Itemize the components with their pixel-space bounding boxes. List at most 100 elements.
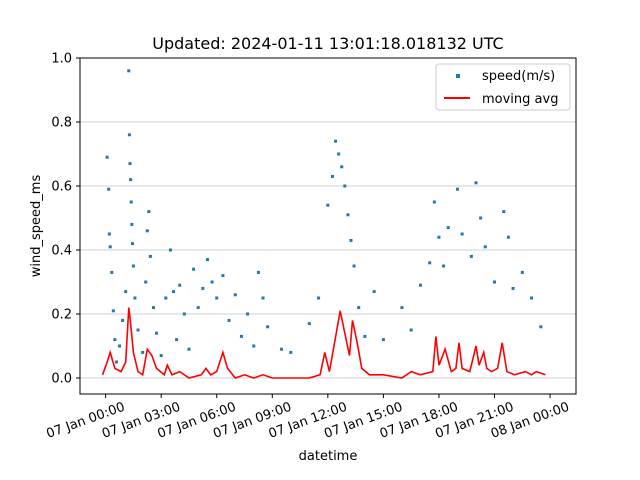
scatter-point: [175, 338, 179, 342]
scatter-point: [205, 258, 209, 262]
scatter-point: [118, 344, 122, 348]
scatter-point: [215, 296, 219, 300]
scatter-series: [105, 69, 543, 364]
scatter-point: [418, 283, 422, 287]
scatter-point: [239, 334, 243, 338]
y-axis-label: wind_speed_ms: [29, 175, 44, 278]
scatter-point: [280, 347, 284, 351]
scatter-point: [256, 270, 260, 274]
scatter-point: [349, 238, 353, 242]
scatter-point: [437, 235, 441, 239]
scatter-point: [506, 235, 510, 239]
scatter-point: [128, 162, 132, 166]
scatter-point: [307, 322, 311, 326]
scatter-point: [136, 328, 140, 332]
scatter-point: [168, 248, 172, 252]
scatter-point: [446, 226, 450, 230]
scatter-point: [334, 139, 338, 143]
legend: speed(m/s) moving avg: [435, 63, 571, 111]
scatter-point: [121, 318, 125, 322]
scatter-point: [151, 306, 155, 310]
scatter-point: [474, 181, 478, 185]
legend-scatter-marker: [456, 74, 460, 78]
scatter-point: [187, 347, 191, 351]
scatter-point: [363, 334, 367, 338]
scatter-point: [330, 174, 334, 178]
moving-avg-line: [101, 307, 546, 379]
y-tick-label: 0.6: [51, 180, 72, 195]
scatter-point: [357, 306, 361, 310]
legend-line-label: moving avg: [482, 92, 558, 107]
scatter-point: [483, 245, 487, 249]
scatter-point: [343, 184, 347, 188]
scatter-point: [129, 200, 133, 204]
scatter-point: [261, 296, 265, 300]
scatter-point: [164, 296, 168, 300]
scatter-point: [337, 152, 341, 156]
y-tick-label: 1.0: [51, 52, 72, 67]
scatter-point: [105, 155, 109, 159]
scatter-point: [340, 165, 344, 169]
x-axis-label: datetime: [299, 449, 358, 464]
scatter-point: [124, 290, 128, 294]
scatter-point: [372, 290, 376, 294]
scatter-point: [107, 232, 111, 236]
scatter-point: [182, 312, 186, 316]
scatter-point: [233, 293, 237, 297]
scatter-point: [110, 270, 114, 274]
scatter-point: [147, 210, 151, 214]
scatter-point: [432, 200, 436, 204]
scatter-point: [227, 318, 231, 322]
scatter-point: [133, 296, 137, 300]
scatter-point: [460, 232, 464, 236]
scatter-point: [539, 325, 543, 329]
scatter-point: [172, 290, 176, 294]
scatter-point: [352, 264, 356, 268]
scatter-point: [428, 261, 432, 265]
scatter-point: [113, 338, 117, 342]
scatter-point: [289, 350, 293, 354]
scatter-point: [196, 306, 200, 310]
scatter-point: [400, 306, 404, 310]
scatter-point: [511, 286, 515, 290]
scatter-point: [252, 344, 256, 348]
scatter-point: [178, 283, 182, 287]
scatter-point: [108, 245, 112, 249]
scatter-point: [442, 264, 446, 268]
y-axis: 0.0 0.2 0.4 0.6 0.8 1.0: [51, 52, 80, 387]
scatter-point: [129, 178, 133, 182]
scatter-point: [111, 309, 115, 313]
scatter-point: [145, 229, 149, 233]
scatter-point: [141, 350, 145, 354]
scatter-point: [155, 331, 159, 335]
y-tick-label: 0.2: [51, 308, 72, 323]
legend-scatter-label: speed(m/s): [482, 69, 555, 84]
chart-title: Updated: 2024-01-11 13:01:18.018132 UTC: [152, 34, 503, 53]
scatter-point: [221, 274, 225, 278]
scatter-point: [317, 296, 321, 300]
scatter-point: [326, 203, 330, 207]
scatter-point: [479, 216, 483, 220]
scatter-point: [246, 312, 250, 316]
scatter-point: [210, 280, 214, 284]
scatter-point: [201, 286, 205, 290]
scatter-point: [130, 222, 134, 226]
scatter-point: [114, 360, 118, 364]
y-tick-label: 0.8: [51, 116, 72, 131]
scatter-point: [455, 187, 459, 191]
scatter-point: [409, 328, 413, 332]
y-tick-label: 0.0: [51, 372, 72, 387]
scatter-point: [381, 338, 385, 342]
scatter-point: [107, 187, 111, 191]
scatter-point: [130, 242, 134, 246]
scatter-point: [502, 210, 506, 214]
scatter-point: [266, 325, 270, 329]
scatter-point: [148, 254, 152, 258]
scatter-point: [127, 69, 131, 73]
scatter-point: [493, 280, 497, 284]
scatter-point: [192, 267, 196, 271]
scatter-point: [144, 280, 148, 284]
scatter-point: [127, 133, 131, 137]
y-tick-label: 0.4: [51, 244, 72, 259]
